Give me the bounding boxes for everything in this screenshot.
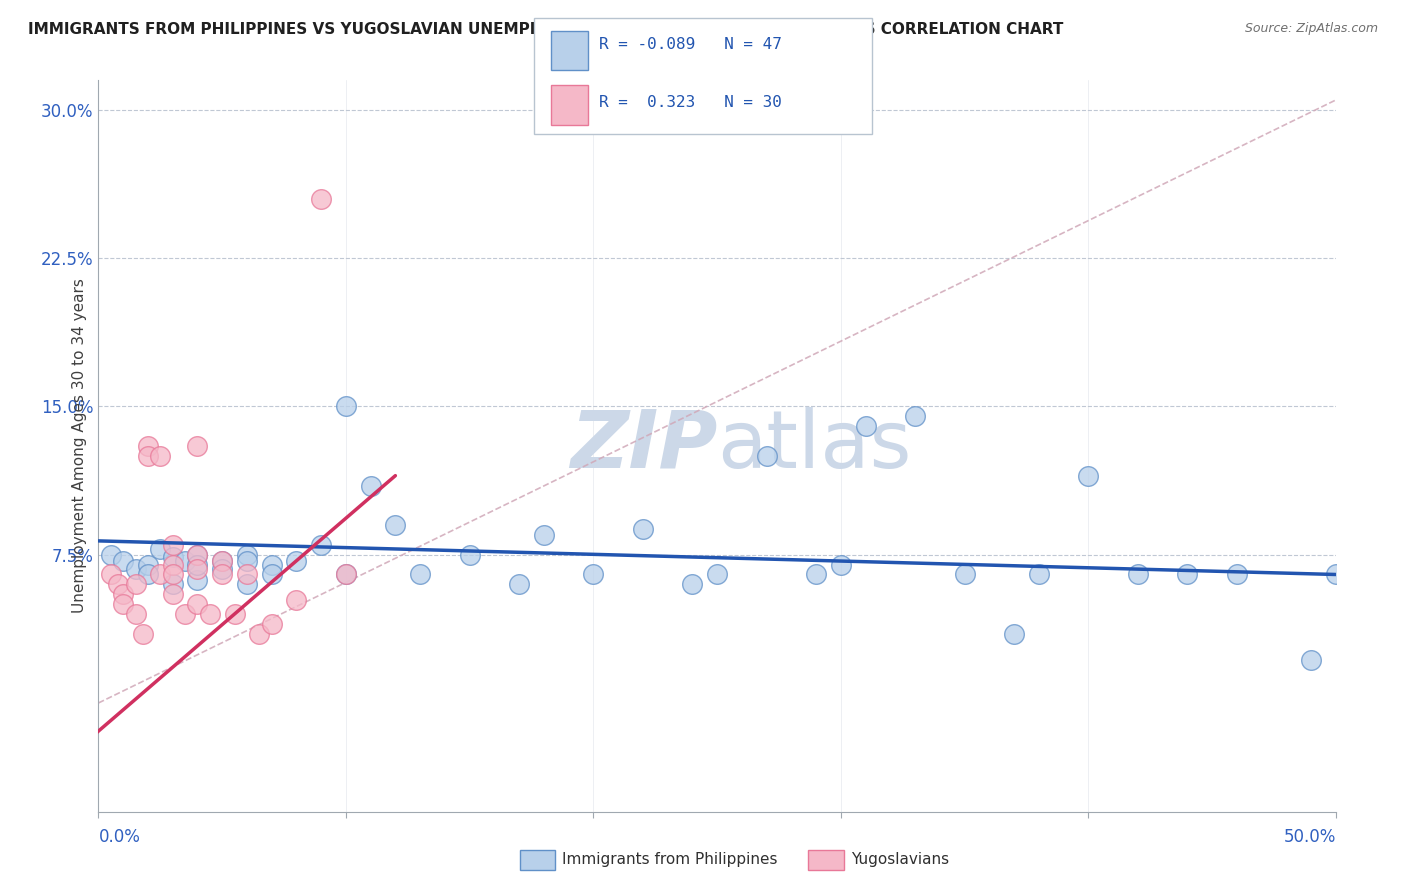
Point bbox=[162, 567, 184, 582]
Point bbox=[186, 561, 208, 575]
Point bbox=[309, 538, 332, 552]
Text: Yugoslavians: Yugoslavians bbox=[851, 853, 949, 867]
Point bbox=[1077, 468, 1099, 483]
Point bbox=[335, 400, 357, 414]
Point bbox=[953, 567, 976, 582]
Point bbox=[211, 567, 233, 582]
Point bbox=[211, 554, 233, 568]
Point bbox=[631, 522, 654, 536]
Point bbox=[174, 554, 197, 568]
Point bbox=[136, 567, 159, 582]
Point bbox=[124, 607, 146, 621]
Point bbox=[236, 567, 259, 582]
Point bbox=[508, 577, 530, 591]
Point bbox=[285, 593, 308, 607]
Point bbox=[335, 567, 357, 582]
Point bbox=[409, 567, 432, 582]
Point bbox=[706, 567, 728, 582]
Point bbox=[112, 554, 135, 568]
Point bbox=[285, 554, 308, 568]
Point bbox=[755, 449, 778, 463]
Point bbox=[1126, 567, 1149, 582]
Point bbox=[186, 548, 208, 562]
Point bbox=[198, 607, 221, 621]
Point bbox=[186, 574, 208, 588]
Point bbox=[124, 577, 146, 591]
Point bbox=[162, 587, 184, 601]
Point bbox=[136, 439, 159, 453]
Point bbox=[112, 587, 135, 601]
Point bbox=[1002, 627, 1025, 641]
Point bbox=[260, 558, 283, 572]
Point bbox=[186, 548, 208, 562]
Point bbox=[1299, 652, 1322, 666]
Point bbox=[211, 554, 233, 568]
Point bbox=[904, 409, 927, 424]
Point bbox=[186, 439, 208, 453]
Point bbox=[224, 607, 246, 621]
Point bbox=[533, 528, 555, 542]
Point bbox=[100, 548, 122, 562]
Text: 50.0%: 50.0% bbox=[1284, 828, 1336, 846]
Point bbox=[260, 567, 283, 582]
Point bbox=[855, 419, 877, 434]
Point bbox=[100, 567, 122, 582]
Point bbox=[681, 577, 703, 591]
Point bbox=[162, 538, 184, 552]
Point bbox=[149, 567, 172, 582]
Point bbox=[1175, 567, 1198, 582]
Point bbox=[132, 627, 155, 641]
Text: ZIP: ZIP bbox=[569, 407, 717, 485]
Point bbox=[162, 558, 184, 572]
Point bbox=[136, 558, 159, 572]
Point bbox=[260, 616, 283, 631]
Text: R =  0.323   N = 30: R = 0.323 N = 30 bbox=[599, 95, 782, 110]
Point bbox=[360, 478, 382, 492]
Point bbox=[112, 597, 135, 611]
Point bbox=[458, 548, 481, 562]
Text: IMMIGRANTS FROM PHILIPPINES VS YUGOSLAVIAN UNEMPLOYMENT AMONG AGES 30 TO 34 YEAR: IMMIGRANTS FROM PHILIPPINES VS YUGOSLAVI… bbox=[28, 22, 1063, 37]
Point bbox=[136, 449, 159, 463]
Point bbox=[211, 561, 233, 575]
Point bbox=[107, 577, 129, 591]
Point bbox=[186, 558, 208, 572]
Point bbox=[830, 558, 852, 572]
Text: Source: ZipAtlas.com: Source: ZipAtlas.com bbox=[1244, 22, 1378, 36]
Point bbox=[309, 192, 332, 206]
Point bbox=[1226, 567, 1249, 582]
Point bbox=[804, 567, 827, 582]
Point bbox=[186, 597, 208, 611]
Text: 0.0%: 0.0% bbox=[98, 828, 141, 846]
Point bbox=[247, 627, 270, 641]
Point bbox=[236, 577, 259, 591]
Y-axis label: Unemployment Among Ages 30 to 34 years: Unemployment Among Ages 30 to 34 years bbox=[72, 278, 87, 614]
Point bbox=[1324, 567, 1347, 582]
Point bbox=[149, 449, 172, 463]
Point bbox=[174, 607, 197, 621]
Point bbox=[1028, 567, 1050, 582]
Point bbox=[582, 567, 605, 582]
Point bbox=[149, 541, 172, 556]
Point bbox=[384, 518, 406, 533]
Text: atlas: atlas bbox=[717, 407, 911, 485]
Text: R = -0.089   N = 47: R = -0.089 N = 47 bbox=[599, 37, 782, 52]
Point bbox=[236, 554, 259, 568]
Text: Immigrants from Philippines: Immigrants from Philippines bbox=[562, 853, 778, 867]
Point bbox=[335, 567, 357, 582]
Point bbox=[124, 561, 146, 575]
Point bbox=[162, 549, 184, 564]
Point bbox=[236, 548, 259, 562]
Point bbox=[162, 577, 184, 591]
